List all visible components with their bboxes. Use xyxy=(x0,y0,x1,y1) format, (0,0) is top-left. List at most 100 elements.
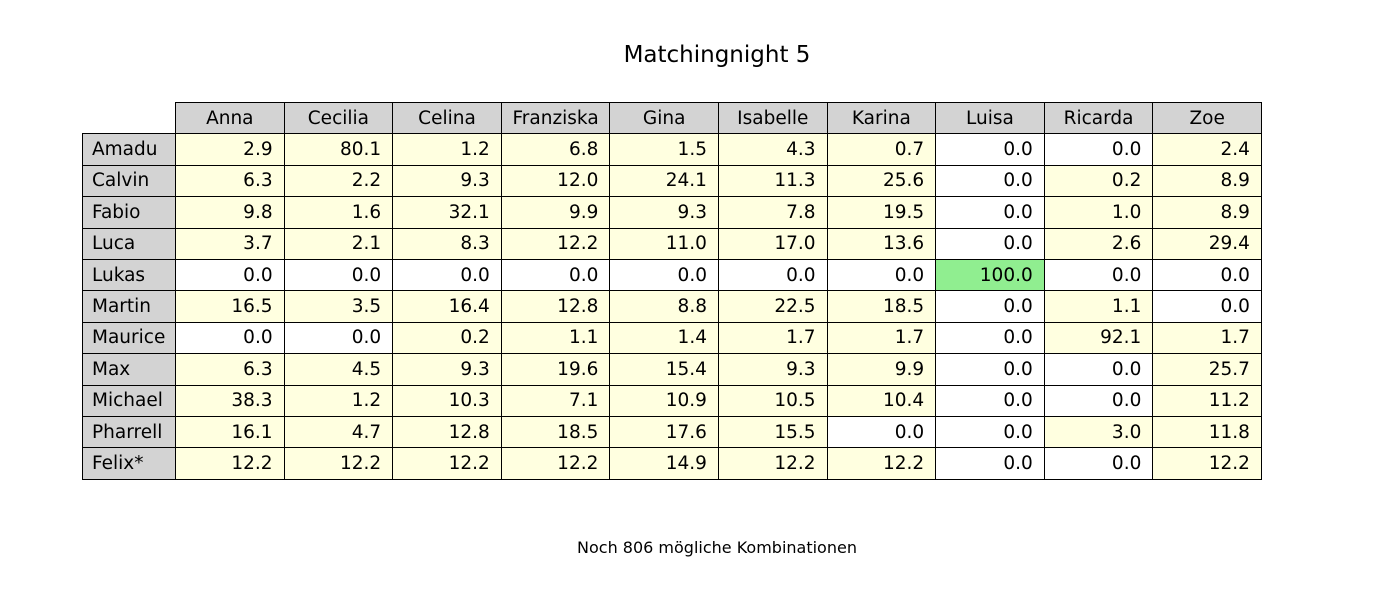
table-body: Amadu 2.9 80.1 1.2 6.8 1.5 4.3 0.7 0.0 0.0 2.4 Calv… xyxy=(82,133,1262,480)
table-cell: 17.6 xyxy=(609,415,719,449)
table-cell: 8.8 xyxy=(609,290,719,323)
table-cell: 0.0 xyxy=(1043,353,1154,386)
table-cell: 11.3 xyxy=(717,164,828,198)
table-cell: 12.2 xyxy=(500,447,611,480)
table-cell: 12.2 xyxy=(283,447,394,480)
table-cell: 3.5 xyxy=(283,290,394,323)
table-cell: 9.3 xyxy=(392,164,502,198)
table-cell: 0.0 xyxy=(935,384,1045,417)
table-cell: 11.0 xyxy=(609,227,719,260)
table-row: Michael 38.3 1.2 10.3 7.1 10.9 10.5 10.4 0.0 0.0 1… xyxy=(82,384,1262,417)
row-header: Max xyxy=(82,353,176,386)
row-header: Michael xyxy=(82,384,176,417)
table-cell: 0.0 xyxy=(1043,447,1154,480)
column-header: Isabelle xyxy=(717,101,828,135)
row-header: Pharrell xyxy=(82,415,176,449)
table-cell: 11.8 xyxy=(1152,415,1262,449)
table-cell: 2.1 xyxy=(283,227,394,260)
table-cell: 12.0 xyxy=(500,164,611,198)
row-header: Luca xyxy=(82,227,176,260)
column-header: Cecilia xyxy=(283,101,394,135)
column-header: Ricarda xyxy=(1043,101,1154,135)
row-header: Martin xyxy=(82,290,176,323)
table-cell: 0.0 xyxy=(935,415,1045,449)
table-row: Calvin 6.3 2.2 9.3 12.0 24.1 11.3 25.6 0.0 0.2 8.9 xyxy=(82,164,1262,198)
table-cell: 12.2 xyxy=(1152,447,1262,480)
table-cell: 0.7 xyxy=(826,133,937,166)
table-cell: 18.5 xyxy=(500,415,611,449)
table-cell: 0.0 xyxy=(935,133,1045,166)
table-cell: 3.0 xyxy=(1043,415,1154,449)
table-cell: 1.7 xyxy=(717,321,828,355)
table-cell: 25.6 xyxy=(826,164,937,198)
table-cell: 0.0 xyxy=(1043,258,1154,292)
row-header: Amadu xyxy=(82,133,176,166)
table-cell: 0.0 xyxy=(935,196,1045,229)
table-cell: 9.8 xyxy=(175,196,285,229)
table-cell: 0.0 xyxy=(935,353,1045,386)
row-header: Lukas xyxy=(82,258,176,292)
table-cell: 4.7 xyxy=(283,415,394,449)
table-cell: 7.8 xyxy=(717,196,828,229)
table-cell: 12.2 xyxy=(175,447,285,480)
table-row: Maurice 0.0 0.0 0.2 1.1 1.4 1.7 1.7 0.0 92.1 1.7 xyxy=(82,321,1262,355)
table-row: Fabio 9.8 1.6 32.1 9.9 9.3 7.8 19.5 0.0 1.0 8.9 xyxy=(82,196,1262,229)
table-cell: 0.0 xyxy=(609,258,719,292)
table-corner xyxy=(83,103,176,134)
table-cell: 29.4 xyxy=(1152,227,1262,260)
table-cell: 0.0 xyxy=(1043,384,1154,417)
table-cell: 0.0 xyxy=(392,258,502,292)
table-cell: 19.6 xyxy=(500,353,611,386)
table-cell: 1.6 xyxy=(283,196,394,229)
table-cell: 6.3 xyxy=(175,164,285,198)
table-cell: 16.4 xyxy=(392,290,502,323)
table-cell: 16.1 xyxy=(175,415,285,449)
table-cell: 9.3 xyxy=(717,353,828,386)
table-cell: 8.3 xyxy=(392,227,502,260)
table-cell: 12.2 xyxy=(392,447,502,480)
table-cell: 9.9 xyxy=(500,196,611,229)
table-cell: 1.1 xyxy=(1043,290,1154,323)
table-cell: 0.0 xyxy=(283,258,394,292)
probability-table: Anna Cecilia Celina Franziska Gina Isabelle Ka… xyxy=(82,101,1262,480)
table-cell: 4.5 xyxy=(283,353,394,386)
table-cell: 2.4 xyxy=(1152,133,1262,166)
table-cell: 1.4 xyxy=(609,321,719,355)
table-cell: 0.0 xyxy=(175,321,285,355)
table-cell: 38.3 xyxy=(175,384,285,417)
table-cell: 1.2 xyxy=(283,384,394,417)
table-cell: 80.1 xyxy=(283,133,394,166)
column-header: Luisa xyxy=(935,101,1045,135)
table-cell: 12.8 xyxy=(392,415,502,449)
table-cell: 1.0 xyxy=(1043,196,1154,229)
table-cell: 92.1 xyxy=(1043,321,1154,355)
table-cell: 0.0 xyxy=(935,164,1045,198)
table-cell: 0.0 xyxy=(175,258,285,292)
table-cell: 1.5 xyxy=(609,133,719,166)
table-header: Anna Cecilia Celina Franziska Gina Isabelle Ka… xyxy=(83,101,1262,135)
table-cell: 24.1 xyxy=(609,164,719,198)
header-row: Anna Cecilia Celina Franziska Gina Isabelle Ka… xyxy=(83,101,1262,135)
table-cell: 0.2 xyxy=(392,321,502,355)
column-header: Karina xyxy=(826,101,937,135)
table-cell: 11.2 xyxy=(1152,384,1262,417)
table-cell: 2.9 xyxy=(175,133,285,166)
table-cell: 0.0 xyxy=(935,290,1045,323)
table-cell: 1.2 xyxy=(392,133,502,166)
table-cell: 9.9 xyxy=(826,353,937,386)
table-cell: 8.9 xyxy=(1152,196,1262,229)
table-cell: 1.7 xyxy=(1152,321,1262,355)
table-cell: 9.3 xyxy=(609,196,719,229)
table-cell: 0.0 xyxy=(283,321,394,355)
table-cell: 18.5 xyxy=(826,290,937,323)
table-cell: 17.0 xyxy=(717,227,828,260)
table-row: Luca 3.7 2.1 8.3 12.2 11.0 17.0 13.6 0.0 2.6 29.4 xyxy=(82,227,1262,260)
table-row: Martin 16.5 3.5 16.4 12.8 8.8 22.5 18.5 0.0 1.1 0.… xyxy=(82,290,1262,323)
row-header: Felix* xyxy=(82,447,176,480)
row-header: Maurice xyxy=(82,321,176,355)
table-cell: 12.2 xyxy=(826,447,937,480)
column-header: Celina xyxy=(392,101,502,135)
table-cell: 3.7 xyxy=(175,227,285,260)
table-cell: 7.1 xyxy=(500,384,611,417)
row-header: Calvin xyxy=(82,164,176,198)
